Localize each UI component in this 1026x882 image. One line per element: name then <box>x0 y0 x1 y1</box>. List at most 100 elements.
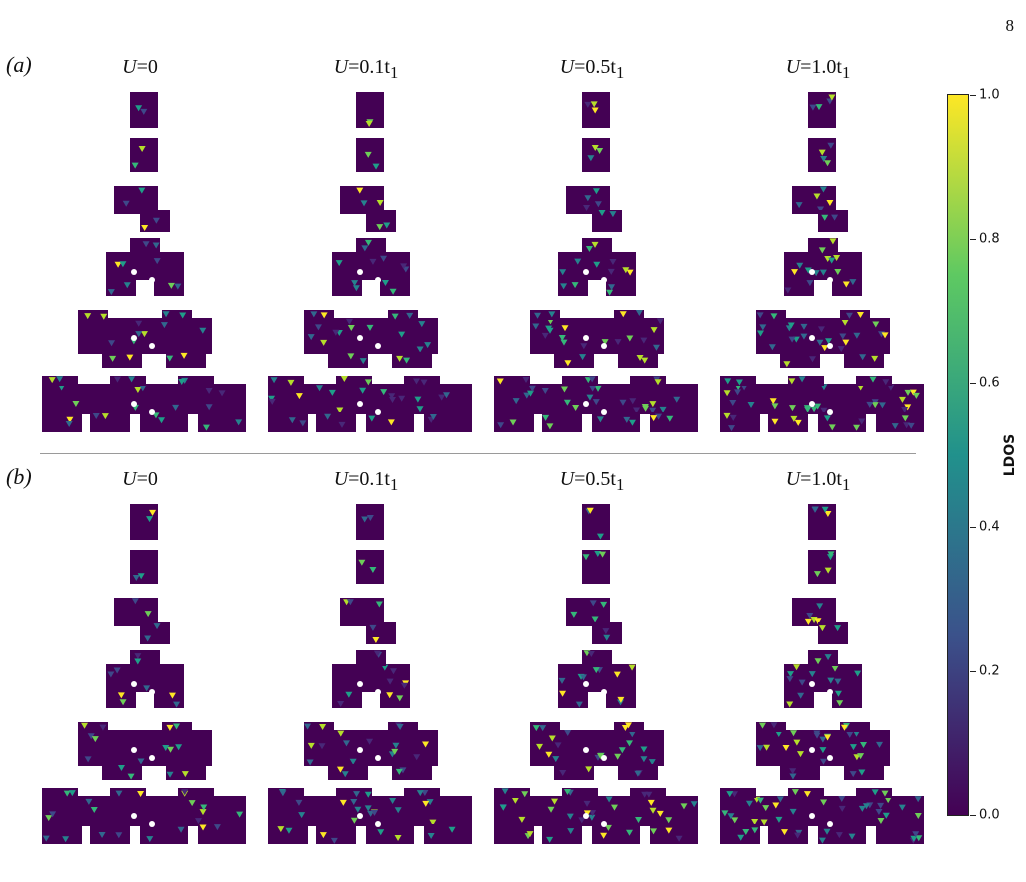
ldos-site <box>804 406 812 413</box>
ldos-site <box>353 791 361 798</box>
lattice-block <box>720 824 760 844</box>
ldos-site <box>734 389 742 396</box>
ldos-site <box>518 816 526 823</box>
ldos-site <box>642 405 650 412</box>
lattice-block <box>140 412 188 432</box>
ldos-site <box>128 376 136 383</box>
ldos-site <box>881 790 889 797</box>
ldos-site <box>788 336 796 343</box>
lattice-block <box>268 788 304 798</box>
ldos-site <box>787 322 795 329</box>
ldos-site <box>375 601 383 608</box>
ldos-site <box>320 312 328 319</box>
lattice-block <box>494 796 698 826</box>
lattice-hole <box>601 821 607 827</box>
lattice-block <box>558 278 588 296</box>
lattice-block <box>328 352 368 368</box>
lattice-block <box>542 824 582 844</box>
ldos-site <box>376 199 384 206</box>
lattice-block <box>808 650 838 666</box>
lattice-block <box>582 138 610 172</box>
ldos-site <box>140 331 148 338</box>
ldos-site <box>391 313 399 320</box>
lattice-hole <box>357 747 363 753</box>
ldos-site <box>142 241 150 248</box>
ldos-site <box>346 599 354 606</box>
ldos-site <box>857 753 865 760</box>
ldos-site <box>369 566 377 573</box>
ldos-site <box>552 756 560 763</box>
lattice-block <box>808 238 838 254</box>
ldos-site <box>424 342 432 349</box>
ldos-site <box>721 810 729 817</box>
lattice-hole <box>827 821 833 827</box>
ldos-site <box>542 414 550 421</box>
ldos-site <box>58 384 66 391</box>
ldos-site <box>600 601 608 608</box>
ldos-site <box>330 837 338 844</box>
ldos-site <box>589 600 597 607</box>
ldos-site <box>789 768 797 775</box>
ldos-site <box>796 262 804 269</box>
ldos-site <box>759 324 767 331</box>
ldos-site <box>140 108 148 115</box>
ldos-site <box>617 696 625 703</box>
ldos-site <box>559 770 567 777</box>
lattice-block <box>424 824 472 844</box>
ldos-site <box>789 808 797 815</box>
panel-b-label: (b) <box>6 464 32 489</box>
ldos-site <box>820 799 828 806</box>
ldos-site <box>511 797 519 804</box>
ldos-site <box>178 379 186 386</box>
lattice-block <box>630 376 666 386</box>
ldos-site <box>174 283 182 290</box>
lattice-block <box>818 622 848 644</box>
col-title-a-1: U=0 <box>122 56 158 78</box>
lattice-hole <box>131 681 137 687</box>
ldos-site <box>783 361 791 368</box>
lattice-hole <box>149 409 155 415</box>
col-title-b-4: U=1.0t1 <box>785 468 851 494</box>
ldos-site <box>871 355 879 362</box>
lattice-block <box>780 352 820 368</box>
ldos-site <box>316 385 324 392</box>
ldos-site <box>200 804 208 811</box>
ldos-site <box>824 734 832 741</box>
ldos-site <box>816 603 824 610</box>
ldos-site <box>882 379 890 386</box>
ldos-site <box>153 623 161 630</box>
ldos-site <box>389 668 397 675</box>
ldos-site <box>149 509 157 516</box>
ldos-site <box>849 744 857 751</box>
ldos-site <box>912 392 920 399</box>
lattice-block <box>388 310 418 320</box>
ldos-site <box>834 268 842 275</box>
ldos-site <box>546 423 554 430</box>
colorbar-title: LDOS <box>1002 433 1018 477</box>
ldos-site <box>587 650 595 657</box>
ldos-site <box>113 376 121 383</box>
ldos-site <box>218 390 226 397</box>
ldos-site <box>650 327 658 334</box>
lattice-block <box>42 796 246 826</box>
ldos-site <box>561 325 569 332</box>
ldos-site <box>856 311 864 318</box>
ldos-site <box>324 413 332 420</box>
ldos-site <box>389 798 397 805</box>
lattice-block <box>130 650 160 666</box>
ldos-site <box>586 394 594 401</box>
ldos-site <box>509 419 517 426</box>
ldos-site <box>396 355 404 362</box>
ldos-site <box>770 313 778 320</box>
ldos-site <box>821 214 829 221</box>
ldos-site <box>628 664 636 671</box>
ldos-site <box>548 311 556 318</box>
ldos-site <box>771 403 779 410</box>
ldos-site <box>235 419 243 426</box>
lattice-block <box>78 722 108 732</box>
lattice-block <box>356 138 384 172</box>
ldos-site <box>175 744 183 751</box>
ldos-site <box>745 800 753 807</box>
lattice-block <box>788 376 824 386</box>
ldos-site <box>742 829 750 836</box>
